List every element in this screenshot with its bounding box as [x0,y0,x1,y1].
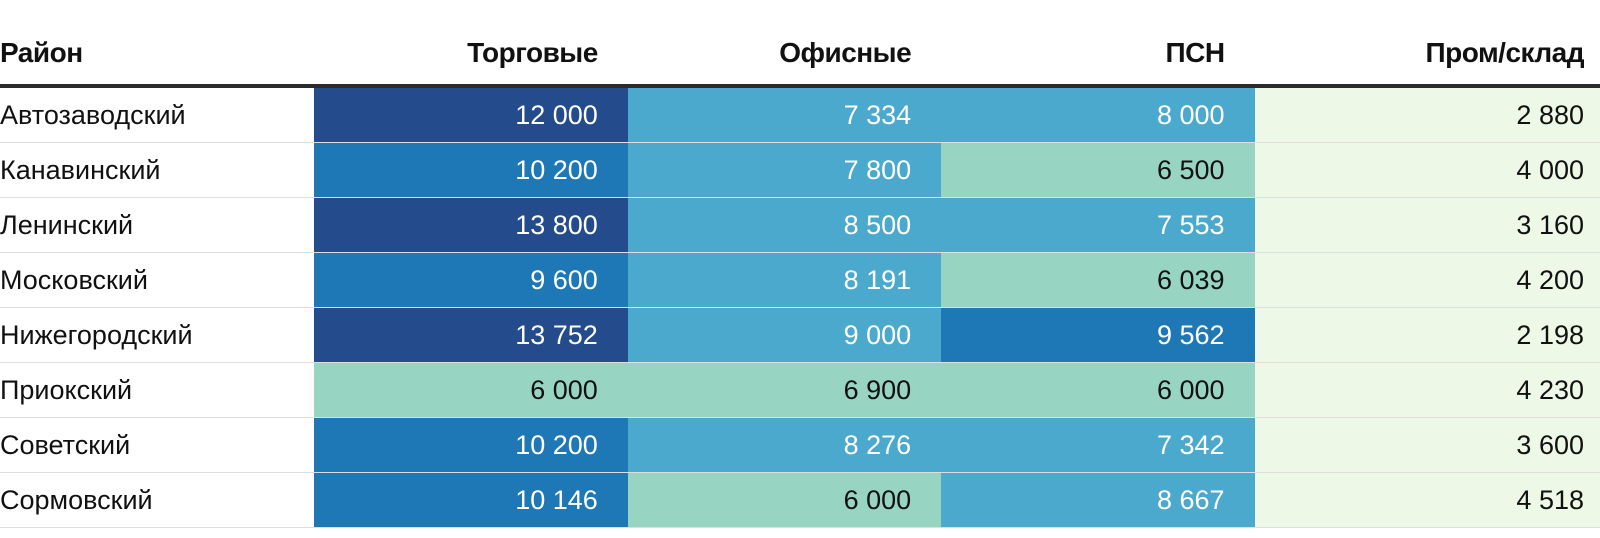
value-cell: 8 276 [627,417,942,473]
value-cell: 9 000 [627,307,942,363]
header-row: Район Торговые Офисные ПСН Пром/склад [0,22,1600,88]
value-cell: 8 191 [627,252,942,308]
value-cell: 2 198 [1254,307,1600,363]
district-name-cell: Канавинский [0,142,315,198]
table-row: Советский 10 200 8 276 7 342 3 600 [0,417,1600,473]
value-cell: 4 000 [1254,142,1600,198]
column-header-office[interactable]: Офисные [627,22,942,88]
table-row: Канавинский 10 200 7 800 6 500 4 000 [0,142,1600,198]
value-cell: 8 667 [941,472,1255,528]
value-cell: 6 900 [627,362,942,418]
value-cell: 7 342 [941,417,1255,473]
value-cell: 10 146 [314,472,628,528]
table-row: Ленинский 13 800 8 500 7 553 3 160 [0,197,1600,253]
table-row: Автозаводский 12 000 7 334 8 000 2 880 [0,86,1600,143]
column-header-industrial-warehouse[interactable]: Пром/склад [1254,22,1600,88]
value-cell: 10 200 [314,417,628,473]
value-cell: 12 000 [314,86,628,143]
district-name-cell: Нижегородский [0,307,315,363]
value-cell: 6 000 [314,362,628,418]
value-cell: 9 600 [314,252,628,308]
district-name-cell: Автозаводский [0,86,315,143]
district-name-cell: Сормовский [0,472,315,528]
value-cell: 6 039 [941,252,1255,308]
value-cell: 3 600 [1254,417,1600,473]
table-body: Автозаводский 12 000 7 334 8 000 2 880 Канави… [0,86,1600,528]
value-cell: 6 000 [941,362,1255,418]
value-cell: 7 334 [627,86,942,143]
column-header-district[interactable]: Район [0,22,315,88]
column-header-retail[interactable]: Торговые [314,22,628,88]
table-row: Московский 9 600 8 191 6 039 4 200 [0,252,1600,308]
heatmap-table: Район Торговые Офисные ПСН Пром/склад Ав… [0,22,1600,528]
value-cell: 4 230 [1254,362,1600,418]
value-cell: 8 500 [627,197,942,253]
table-row: Сормовский 10 146 6 000 8 667 4 518 [0,472,1600,528]
value-cell: 7 553 [941,197,1255,253]
value-cell: 9 562 [941,307,1255,363]
value-cell: 10 200 [314,142,628,198]
district-name-cell: Приокский [0,362,315,418]
value-cell: 8 000 [941,86,1255,143]
value-cell: 6 000 [627,472,942,528]
district-name-cell: Советский [0,417,315,473]
table-row: Нижегородский 13 752 9 000 9 562 2 198 [0,307,1600,363]
value-cell: 7 800 [627,142,942,198]
table-row: Приокский 6 000 6 900 6 000 4 230 [0,362,1600,418]
district-name-cell: Московский [0,252,315,308]
value-cell: 3 160 [1254,197,1600,253]
value-cell: 4 518 [1254,472,1600,528]
value-cell: 6 500 [941,142,1255,198]
district-name-cell: Ленинский [0,197,315,253]
value-cell: 4 200 [1254,252,1600,308]
value-cell: 13 800 [314,197,628,253]
column-header-psn[interactable]: ПСН [941,22,1255,88]
value-cell: 13 752 [314,307,628,363]
value-cell: 2 880 [1254,86,1600,143]
